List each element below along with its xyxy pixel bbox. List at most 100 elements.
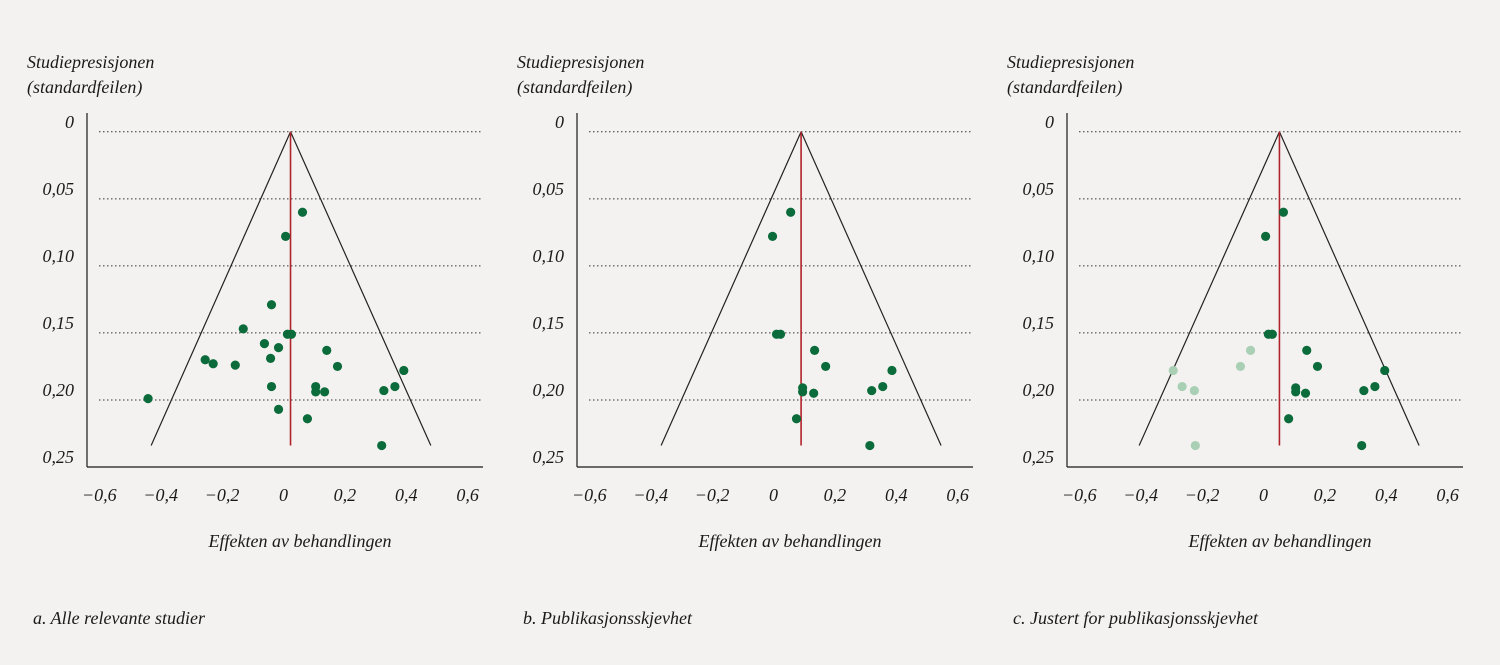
y-axis-label: Studiepresisjonen bbox=[517, 52, 644, 72]
x-tick-label: −0,4 bbox=[1123, 485, 1158, 505]
y-tick-label: 0,20 bbox=[533, 380, 565, 400]
y-tick-label: 0,25 bbox=[1023, 447, 1055, 467]
y-tick-label: 0,10 bbox=[533, 246, 565, 266]
x-tick-label: 0 bbox=[279, 485, 288, 505]
study-point bbox=[320, 387, 330, 397]
y-axis-label: (standardfeilen) bbox=[27, 77, 142, 98]
study-point bbox=[390, 381, 400, 392]
study-point bbox=[1235, 361, 1246, 372]
study-point bbox=[322, 345, 332, 355]
x-tick-label: 0,6 bbox=[456, 485, 479, 505]
x-tick-label: 0 bbox=[1259, 485, 1268, 505]
study-point bbox=[1312, 361, 1323, 372]
study-point bbox=[259, 339, 270, 349]
x-tick-label: 0 bbox=[769, 485, 778, 505]
study-point bbox=[786, 207, 796, 217]
study-point bbox=[1357, 440, 1367, 451]
y-axis-label: (standardfeilen) bbox=[1007, 77, 1122, 98]
x-tick-label: 0,4 bbox=[885, 485, 908, 505]
study-point bbox=[143, 394, 153, 404]
y-axis-label: (standardfeilen) bbox=[517, 77, 632, 98]
y-tick-label: 0,25 bbox=[43, 447, 75, 467]
y-tick-label: 0,15 bbox=[533, 313, 565, 333]
study-point bbox=[200, 355, 210, 365]
study-point bbox=[230, 360, 240, 370]
study-point bbox=[1278, 207, 1289, 217]
y-tick-label: 0,25 bbox=[533, 447, 565, 467]
x-axis-label: Effekten av behandlingen bbox=[698, 531, 882, 551]
study-point bbox=[1168, 365, 1178, 376]
funnel-line bbox=[660, 131, 802, 446]
y-tick-label: 0,20 bbox=[43, 380, 75, 400]
study-point bbox=[302, 414, 313, 424]
study-point bbox=[1300, 388, 1311, 398]
panel-caption: b. Publikasjonsskjevhet bbox=[523, 608, 693, 628]
study-point bbox=[208, 359, 218, 369]
study-point bbox=[1189, 385, 1199, 396]
x-tick-label: 0,4 bbox=[395, 485, 418, 505]
study-point bbox=[1261, 231, 1271, 241]
study-point bbox=[767, 231, 778, 241]
panel-caption: c. Justert for publikasjonsskjevhet bbox=[1013, 608, 1259, 628]
x-tick-label: −0,4 bbox=[143, 485, 178, 505]
x-tick-label: 0,2 bbox=[1314, 485, 1337, 505]
y-tick-label: 0 bbox=[555, 112, 564, 132]
x-tick-label: −0,2 bbox=[205, 485, 240, 505]
study-point bbox=[273, 343, 284, 353]
study-point bbox=[867, 385, 877, 396]
x-tick-label: 0,6 bbox=[946, 485, 969, 505]
study-point bbox=[377, 440, 387, 451]
study-point bbox=[791, 414, 802, 424]
study-point bbox=[821, 361, 831, 372]
x-tick-label: −0,2 bbox=[695, 485, 730, 505]
y-tick-label: 0,10 bbox=[1023, 246, 1055, 266]
panel-caption: a. Alle relevante studier bbox=[33, 608, 206, 628]
y-tick-label: 0,20 bbox=[1023, 380, 1055, 400]
x-tick-label: 0,2 bbox=[824, 485, 847, 505]
y-tick-label: 0 bbox=[1045, 112, 1054, 132]
x-tick-label: −0,6 bbox=[82, 485, 117, 505]
study-point bbox=[887, 365, 897, 376]
x-tick-label: −0,4 bbox=[633, 485, 668, 505]
x-tick-label: 0,4 bbox=[1375, 485, 1398, 505]
study-point bbox=[379, 385, 389, 396]
study-point bbox=[878, 381, 888, 392]
y-tick-label: 0,05 bbox=[533, 179, 565, 199]
study-point bbox=[273, 404, 284, 414]
study-point bbox=[798, 387, 808, 397]
study-point bbox=[1302, 345, 1312, 355]
study-point bbox=[1267, 329, 1277, 339]
study-point bbox=[865, 440, 875, 451]
study-point bbox=[266, 381, 277, 392]
y-tick-label: 0,05 bbox=[43, 179, 75, 199]
study-point bbox=[1370, 381, 1380, 392]
y-tick-label: 0,15 bbox=[43, 313, 75, 333]
funnel-line bbox=[289, 131, 432, 446]
study-point bbox=[1380, 365, 1390, 376]
y-axis-label: Studiepresisjonen bbox=[1007, 52, 1134, 72]
x-axis-label: Effekten av behandlingen bbox=[208, 531, 392, 551]
study-point bbox=[775, 329, 786, 339]
y-tick-label: 0 bbox=[65, 112, 74, 132]
x-axis-label: Effekten av behandlingen bbox=[1188, 531, 1372, 551]
study-point bbox=[286, 329, 297, 339]
x-tick-label: −0,2 bbox=[1185, 485, 1220, 505]
study-point bbox=[1284, 414, 1294, 424]
funnel-line bbox=[1138, 131, 1280, 446]
study-point bbox=[810, 345, 820, 355]
study-point bbox=[399, 365, 409, 376]
study-point bbox=[238, 324, 248, 334]
study-point bbox=[1177, 381, 1187, 392]
study-point bbox=[332, 361, 343, 372]
study-point bbox=[1245, 345, 1256, 355]
study-point bbox=[281, 231, 291, 241]
x-tick-label: −0,6 bbox=[1062, 485, 1097, 505]
funnel-line bbox=[150, 131, 292, 446]
x-tick-label: −0,6 bbox=[572, 485, 607, 505]
y-tick-label: 0,05 bbox=[1023, 179, 1055, 199]
x-tick-label: 0,2 bbox=[334, 485, 357, 505]
funnel-line bbox=[1278, 131, 1420, 446]
study-point bbox=[1190, 440, 1200, 451]
study-point bbox=[265, 353, 276, 363]
